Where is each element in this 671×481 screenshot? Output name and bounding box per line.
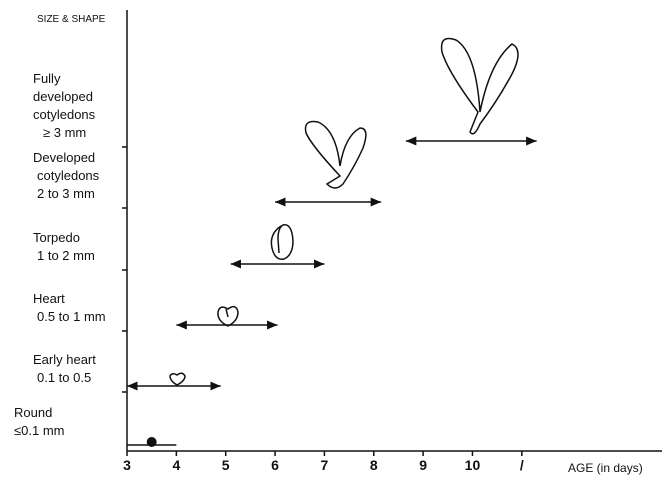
x-axis-label: AGE (in days)	[568, 461, 643, 475]
heart-shape	[218, 307, 238, 326]
fully-developed-shape	[442, 39, 518, 134]
category-label: 2 to 3 mm	[37, 186, 95, 201]
x-tick-label: 7	[321, 457, 329, 473]
round-marker	[147, 437, 157, 447]
category-label: 1 to 2 mm	[37, 248, 95, 263]
developed-shape	[306, 121, 366, 188]
torpedo-shape	[271, 225, 293, 259]
category-label: Torpedo	[33, 230, 80, 245]
x-tick-label: /	[520, 457, 524, 473]
x-tick-label: 4	[172, 457, 180, 473]
x-tick-label: 8	[370, 457, 378, 473]
x-tick-label: 9	[419, 457, 427, 473]
chart: SIZE & SHAPE AGE (in days) 3 4 5 6 7 8 9 10 / Rou…	[0, 0, 671, 481]
x-tick-label: 6	[271, 457, 279, 473]
category-label: 0.5 to 1 mm	[37, 309, 106, 324]
category-label: 0.1 to 0.5	[37, 370, 91, 385]
category-label: Early heart	[33, 352, 96, 367]
category-label: cotyledons	[37, 168, 100, 183]
y-axis-label: SIZE & SHAPE	[37, 14, 106, 25]
category-label: cotyledons	[33, 107, 96, 122]
category-label: Fully	[33, 71, 61, 86]
category-label: ≥ 3 mm	[43, 125, 86, 140]
x-tick-label: 5	[222, 457, 230, 473]
category-label: Developed	[33, 150, 95, 165]
early-heart-shape	[170, 373, 185, 385]
category-label: Round	[14, 405, 52, 420]
category-label: ≤0.1 mm	[14, 423, 64, 438]
x-tick-label: 10	[465, 457, 481, 473]
category-label: developed	[33, 89, 93, 104]
category-label: Heart	[33, 291, 65, 306]
x-tick-label: 3	[123, 457, 131, 473]
